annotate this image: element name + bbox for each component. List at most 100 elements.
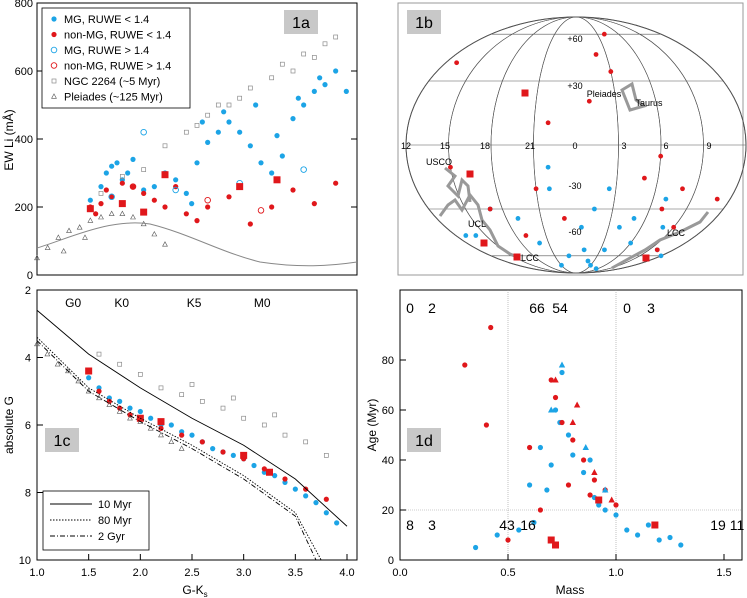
ytick-label-1d-0: 0 — [388, 555, 394, 567]
point-1a-s5-11 — [151, 230, 158, 237]
sky-point-s1-6 — [454, 60, 460, 66]
point-1c-s0-22 — [313, 500, 319, 506]
sky-point-s1-3 — [659, 206, 665, 212]
point-1a-s4-11 — [333, 34, 339, 40]
ytick-label-1c-6: 6 — [25, 420, 31, 432]
point-1d-s1-11 — [613, 502, 619, 508]
point-1a-s4-2 — [141, 167, 147, 172]
sky-point-s0-13 — [663, 196, 669, 202]
xtick-label-1c-2.5: 2.5 — [184, 567, 199, 579]
point-1a-s0-29 — [221, 109, 227, 115]
xtick-label-1c-2.0: 2.0 — [133, 567, 148, 579]
ytick-label-1a-800: 800 — [15, 0, 33, 10]
point-1a-s5-13 — [60, 247, 67, 254]
point-1a-s4-15 — [301, 51, 307, 57]
point-1a-s2-0 — [108, 193, 115, 201]
point-1a-s4-5 — [205, 112, 211, 118]
point-1c-s1-14 — [323, 496, 329, 502]
panel-1b-tag: 1b — [415, 15, 433, 32]
sky-point-s1-16 — [654, 247, 660, 253]
usco-region — [444, 166, 472, 203]
sky-point-s0-14 — [537, 240, 542, 246]
point-1c-s0-0 — [86, 375, 92, 381]
point-1a-s0-4 — [114, 160, 120, 166]
point-1a-s1-11 — [205, 204, 211, 210]
point-1d-s0-4 — [537, 444, 544, 451]
point-1c-s0-20 — [292, 486, 298, 492]
panel-1a-legend: MG, RUWE < 1.4 non-MG, RUWE < 1.4 MG, RUWE… — [41, 7, 191, 109]
point-1a-s6-5 — [140, 208, 148, 216]
point-1d-s0-14 — [624, 527, 630, 533]
point-1a-s0-33 — [274, 133, 280, 139]
ytick-label-1c-10: 10 — [19, 555, 31, 567]
point-1a-s5-9 — [130, 213, 136, 220]
panel-1c: 1.0 1.5 2.0 2.5 3.0 3.5 4.0 2 4 6 8 10 G0 K0 K5 M0 abs… — [2, 285, 358, 598]
panel-1a-yticks: 0 200 400 600 800 — [15, 0, 357, 282]
point-1c-s2-5 — [199, 399, 205, 404]
point-1a-s0-21 — [279, 153, 285, 159]
square-1c-2 — [157, 418, 165, 426]
lon-label-0: 0 — [572, 141, 577, 151]
point-1c-s1-7 — [179, 432, 185, 438]
point-1d-s1-2 — [505, 537, 511, 543]
legend-marker-4 — [51, 78, 57, 84]
point-1d-s1-6 — [559, 419, 565, 426]
point-1a-s1-7 — [151, 197, 157, 203]
sky-point-s1-2 — [642, 175, 647, 181]
panel-1b-labels: 12 15 18 21 0 3 6 9 +60 +30 -30 -60 Pleiades Taurus US… — [401, 34, 712, 263]
panel-1c-tag: 1c — [54, 433, 71, 450]
point-1a-s6-0 — [86, 205, 94, 213]
ytick-label-1c-2: 2 — [25, 285, 31, 297]
point-1a-s3-2 — [257, 207, 265, 214]
sky-point-s0-8 — [585, 258, 591, 264]
sky-point-s0-16 — [545, 164, 551, 170]
point-1a-s0-16 — [226, 119, 232, 125]
point-1a-s5-5 — [87, 217, 94, 223]
point-1a-s2-1 — [172, 186, 179, 194]
lat-label-3: -60 — [568, 227, 581, 237]
point-1c-s3-4 — [75, 377, 82, 384]
lcc-region-right — [611, 211, 710, 270]
point-1c-s3-14 — [178, 445, 185, 451]
point-1c-s2-6 — [220, 405, 226, 411]
point-1c-s0-4 — [127, 405, 133, 411]
point-1a-s0-20 — [269, 170, 275, 176]
lon-label-12: 12 — [401, 141, 411, 151]
point-1a-s1-15 — [290, 187, 296, 193]
point-1d-s0-2 — [516, 527, 522, 533]
point-1a-s0-19 — [258, 160, 264, 166]
legend-marker-3 — [50, 62, 58, 69]
lon-label-3: 3 — [621, 141, 626, 151]
spt-label-K5: K5 — [187, 296, 202, 310]
sky-point-s0-7 — [581, 247, 587, 253]
spt-label-M0: M0 — [254, 296, 271, 310]
legend-label-5: Pleiades (~125 Myr) — [64, 92, 163, 104]
triangle-1d-2 — [569, 419, 576, 425]
legend-label-1: non-MG, RUWE < 1.4 — [64, 30, 171, 42]
xtick-label-1d-0.0: 0.0 — [392, 567, 407, 579]
point-1c-s3-0 — [34, 340, 40, 347]
point-1d-s1-0 — [462, 362, 468, 368]
panel-1b-frame — [397, 2, 744, 276]
sky-point-s0-12 — [628, 240, 634, 246]
point-1a-s4-12 — [194, 123, 200, 128]
panel-1d-points — [462, 324, 684, 551]
sky-point-s1-9 — [523, 233, 529, 238]
point-1c-s2-3 — [158, 385, 164, 391]
pleiades-envelope-1a — [36, 222, 358, 267]
point-1c-s2-13 — [230, 395, 236, 401]
point-1a-s0-22 — [290, 116, 296, 122]
point-1d-s1-15 — [587, 492, 593, 498]
point-1a-s1-13 — [247, 221, 253, 227]
point-1d-s0-16 — [656, 537, 662, 543]
lon-label-18: 18 — [480, 141, 490, 151]
point-1a-s4-14 — [279, 61, 285, 67]
lat-label-1: +30 — [567, 81, 582, 91]
xtick-label-1d-1.0: 1.0 — [608, 567, 623, 579]
region-label-1: Taurus — [635, 98, 663, 108]
point-1a-s0-23 — [301, 102, 307, 108]
panel-1b-tag-bg — [407, 10, 441, 34]
xtick-label-1c-1.5: 1.5 — [81, 567, 96, 579]
point-1d-s0-6 — [552, 407, 559, 413]
sky-square-1 — [466, 170, 474, 178]
